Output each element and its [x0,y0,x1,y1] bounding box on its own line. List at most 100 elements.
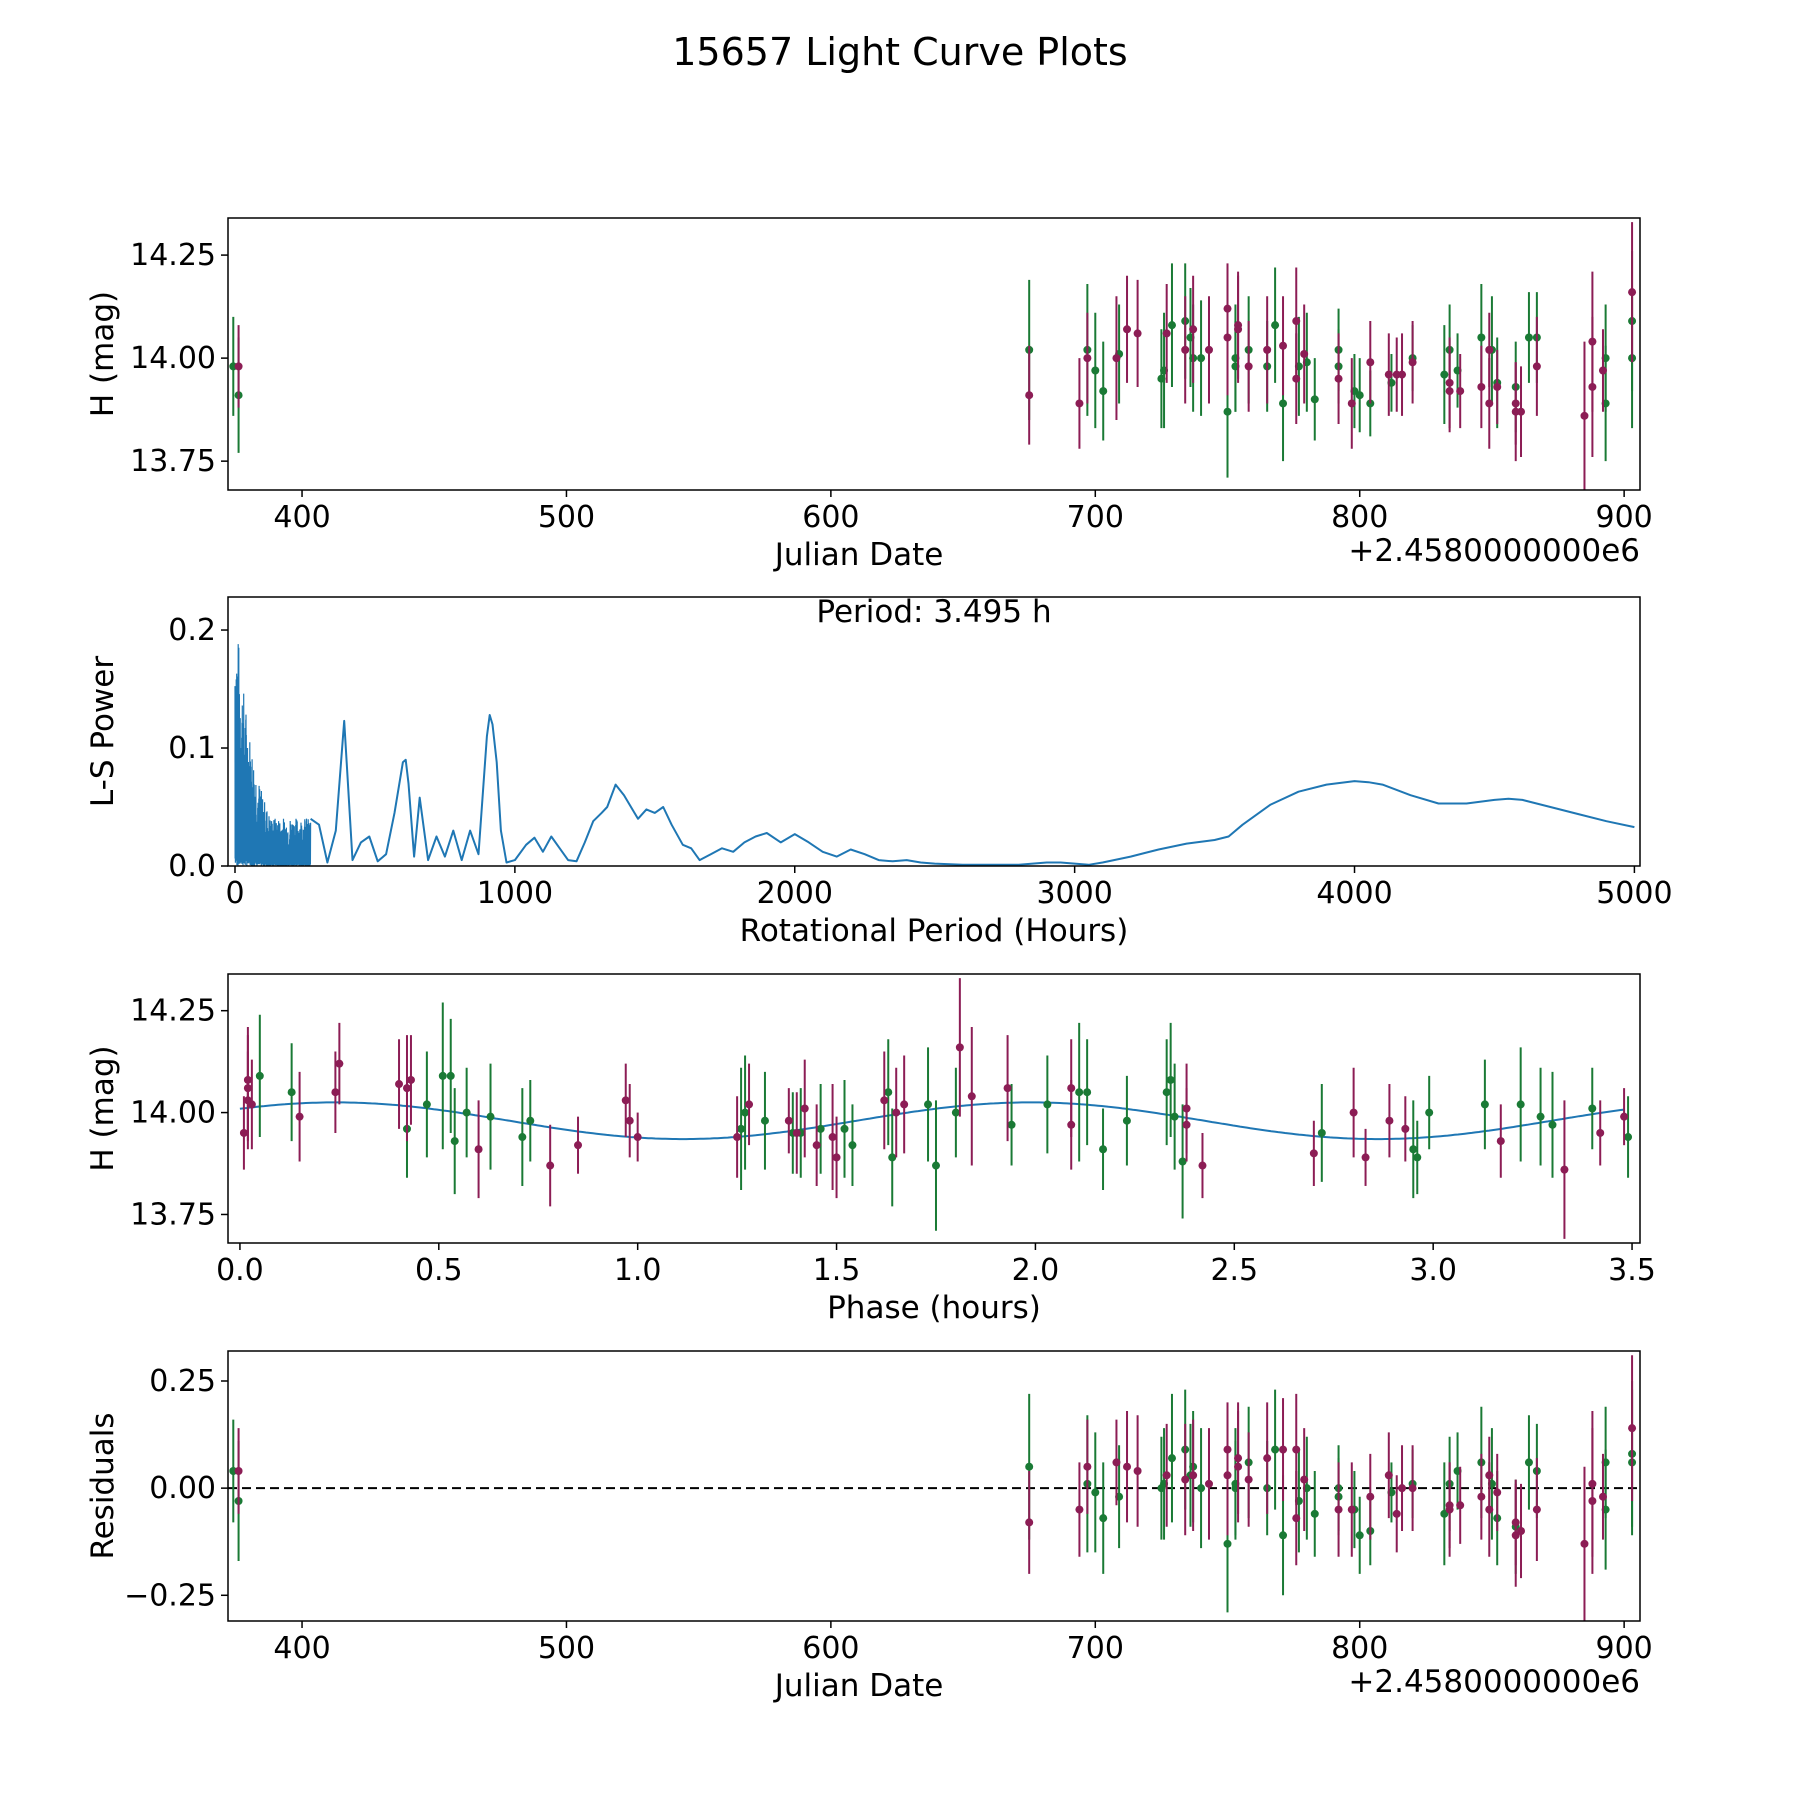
data-point-purple [247,1100,256,1109]
x-tick-label: 400 [273,500,330,535]
data-point-green [1091,366,1100,375]
x-axis-label: Rotational Period (Hours) [740,913,1129,949]
plot-area [228,1355,1640,1621]
periodogram-line [310,714,1635,866]
panel-residuals: 400 500 600 700 800 900 −0.25 0.00 0.25 Julian Da… [85,1350,1653,1704]
plot-area [239,978,1633,1239]
x-tick-label: 800 [1331,500,1388,535]
data-point-purple [1234,325,1243,334]
data-point-purple [406,1075,415,1084]
y-tick-label: 14.25 [130,238,216,273]
data-point-green [446,1071,455,1080]
data-point-green [737,1124,746,1133]
data-point-green [1043,1100,1052,1109]
data-point-green [287,1088,296,1097]
y-tick-label: 0.25 [149,1364,216,1399]
x-tick-label: 900 [1596,500,1653,535]
y-axis-label: Residuals [85,1412,121,1559]
data-point-purple [1493,382,1502,391]
data-point-purple [1347,1505,1356,1514]
data-point-green [1162,1088,1171,1097]
y-tick-label: 0.2 [168,613,216,648]
data-point-green [888,1153,897,1162]
data-point-purple [239,1128,248,1137]
data-point-green [1440,1509,1449,1518]
data-point-purple [1628,288,1637,297]
data-point-green [741,1108,750,1117]
x-tick-label: 2.5 [1210,1253,1258,1288]
data-point-purple [900,1100,909,1109]
panel-h_vs_date: 400 500 600 700 800 900 13.75 14.00 14.25 Julian … [85,217,1653,573]
x-tick-label: 3000 [1036,876,1112,911]
data-point-purple [1244,1475,1253,1484]
data-point-purple [828,1133,837,1142]
data-point-purple [1279,341,1288,350]
data-point-purple [1596,1128,1605,1137]
data-point-purple [625,1116,634,1125]
data-point-purple [1532,362,1541,371]
data-point-purple [1598,366,1607,375]
data-point-green [1099,1145,1108,1154]
x-tick-label: 600 [802,500,859,535]
data-point-purple [800,1104,809,1113]
x-tick-label: 2.0 [1012,1253,1060,1288]
data-point-green [1223,1539,1232,1548]
data-point-purple [1408,358,1417,367]
data-point-purple [1366,1492,1375,1501]
data-point-purple [1162,329,1171,338]
data-point-purple [1189,325,1198,334]
data-point-green [1524,1458,1533,1467]
period-annotation: Period: 3.495 h [816,594,1051,630]
data-point-green [1588,1104,1597,1113]
x-tick-label: 0.0 [216,1253,264,1288]
data-point-purple [1398,370,1407,379]
data-point-purple [1162,1471,1171,1480]
x-tick-label: 0 [225,876,244,911]
data-point-purple [1123,325,1132,334]
data-point-green [1480,1100,1489,1109]
x-tick-label: 500 [538,1631,595,1666]
data-point-purple [1493,1488,1502,1497]
data-point-green [1167,1454,1176,1463]
data-point-green [951,1108,960,1117]
data-point-green [848,1141,857,1150]
data-point-purple [1361,1153,1370,1162]
data-point-purple [1123,1462,1132,1471]
data-point-green [1548,1120,1557,1129]
data-point-green [1355,1531,1364,1540]
data-point-purple [1292,1445,1301,1454]
data-point-purple [1392,1509,1401,1518]
y-axis-label: H (mag) [85,291,121,417]
data-point-purple [1083,1462,1092,1471]
y-axis-label: L-S Power [85,656,121,807]
data-point-green [462,1108,471,1117]
data-point-purple [1347,399,1356,408]
data-point-purple [402,1084,411,1093]
data-point-purple [784,1116,793,1125]
y-tick-label: −0.25 [124,1578,216,1613]
data-point-purple [1485,1505,1494,1514]
data-point-green [438,1071,447,1080]
data-point-purple [967,1092,976,1101]
data-point-purple [1133,329,1142,338]
data-point-purple [1349,1108,1358,1117]
data-point-green [1075,1088,1084,1097]
data-point-green [1624,1133,1633,1142]
data-point-purple [892,1108,901,1117]
data-point-green [1516,1100,1525,1109]
axes-frame [227,973,1641,1244]
data-point-purple [1456,1501,1465,1510]
data-point-green [1271,321,1280,330]
data-point-purple [1628,1424,1637,1433]
data-point-purple [1477,382,1486,391]
data-point-purple [1384,370,1393,379]
data-point-green [924,1100,933,1109]
data-point-purple [1560,1165,1569,1174]
data-point-purple [832,1153,841,1162]
data-point-green [760,1116,769,1125]
x-tick-label: 700 [1067,1631,1124,1666]
x-tick-label: 600 [802,1631,859,1666]
data-point-purple [1309,1149,1318,1158]
x-tick-label: 0.5 [415,1253,463,1288]
data-point-green [1310,1509,1319,1518]
